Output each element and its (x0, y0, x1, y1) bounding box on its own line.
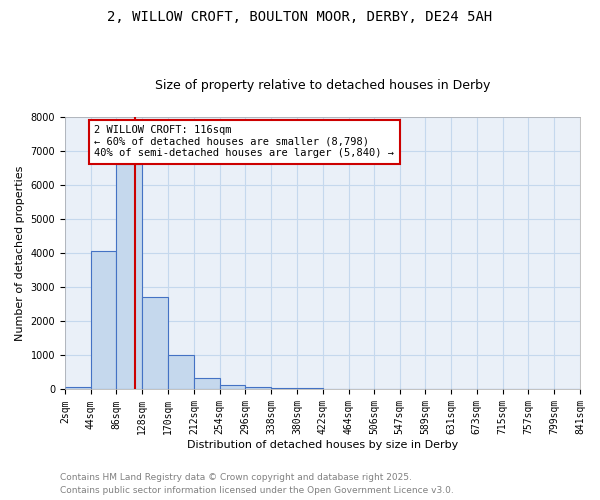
Bar (297, 388, 323, 390)
Text: 2 WILLOW CROFT: 116sqm
← 60% of detached houses are smaller (8,798)
40% of semi-: 2 WILLOW CROFT: 116sqm ← 60% of detached… (94, 126, 394, 158)
Text: 2, WILLOW CROFT, BOULTON MOOR, DERBY, DE24 5AH: 2, WILLOW CROFT, BOULTON MOOR, DERBY, DE… (107, 10, 493, 24)
Bar (91, 252, 116, 390)
Bar (194, 378, 220, 390)
Bar (220, 384, 245, 390)
Text: Contains HM Land Registry data © Crown copyright and database right 2025.
Contai: Contains HM Land Registry data © Crown c… (60, 474, 454, 495)
Bar (245, 386, 271, 390)
Bar (168, 356, 194, 390)
Y-axis label: Number of detached properties: Number of detached properties (15, 166, 25, 341)
Title: Size of property relative to detached houses in Derby: Size of property relative to detached ho… (155, 79, 490, 92)
Bar (142, 298, 168, 390)
Bar (116, 164, 142, 390)
Bar (271, 388, 297, 390)
Bar (65, 386, 91, 390)
X-axis label: Distribution of detached houses by size in Derby: Distribution of detached houses by size … (187, 440, 458, 450)
